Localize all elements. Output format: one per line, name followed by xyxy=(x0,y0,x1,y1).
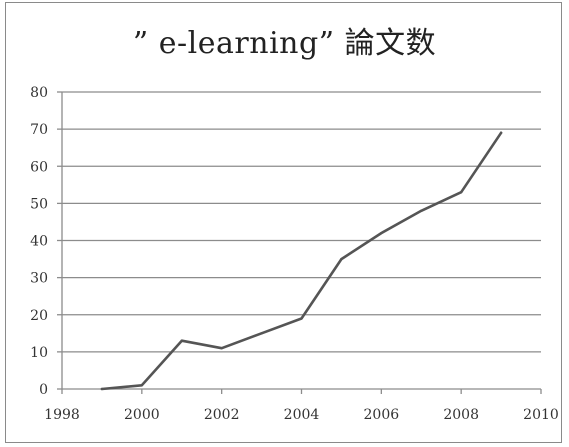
x-tick-label-1998: 1998 xyxy=(44,407,80,423)
x-tick-label-2004: 2004 xyxy=(284,407,320,423)
x-tick-labels: 1998 2000 2002 2004 2006 2008 2010 xyxy=(44,407,559,423)
series-group xyxy=(100,131,503,391)
y-tick-label-80: 80 xyxy=(30,85,48,101)
y-tick-label-30: 30 xyxy=(30,271,48,287)
y-tick-label-50: 50 xyxy=(30,196,48,212)
y-tick-label-10: 10 xyxy=(30,345,48,361)
y-tick-label-70: 70 xyxy=(30,122,48,138)
x-tick-label-2006: 2006 xyxy=(364,407,400,423)
data-point-2000 xyxy=(140,384,144,387)
x-tick-label-2002: 2002 xyxy=(204,407,240,423)
data-point-1999 xyxy=(100,387,104,391)
x-tick-label-2008: 2008 xyxy=(443,407,479,423)
y-tick-label-60: 60 xyxy=(30,159,48,175)
data-point-2005 xyxy=(340,257,343,261)
data-point-2007 xyxy=(420,209,423,212)
chart-title: ” e-learning” 論文数 xyxy=(132,26,437,61)
data-point-2003 xyxy=(260,332,263,335)
data-point-2004 xyxy=(300,317,303,320)
x-tick-label-2010: 2010 xyxy=(523,407,559,423)
axes xyxy=(57,91,542,394)
x-tick-label-2000: 2000 xyxy=(124,407,160,423)
data-point-2001 xyxy=(180,339,183,342)
series-line-0 xyxy=(100,131,503,391)
y-tick-labels: 0 10 20 30 40 50 60 70 80 xyxy=(30,85,48,398)
gridlines xyxy=(62,91,541,353)
data-point-2009 xyxy=(499,131,503,135)
data-point-2008 xyxy=(459,191,463,194)
data-point-2006 xyxy=(380,231,383,235)
y-tick-label-40: 40 xyxy=(30,234,48,250)
chart-frame xyxy=(5,2,562,443)
y-tick-label-0: 0 xyxy=(39,382,48,398)
data-point-2002 xyxy=(220,346,223,350)
y-tick-label-20: 20 xyxy=(30,308,48,324)
